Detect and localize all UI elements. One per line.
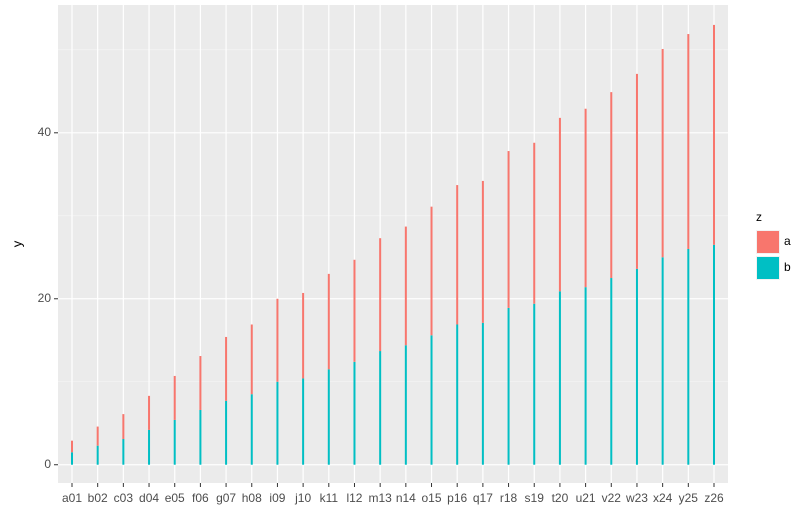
bar-segment: [610, 92, 613, 279]
bar-segment: [199, 409, 202, 465]
bar-segment: [302, 292, 305, 379]
bar-segment: [173, 375, 176, 420]
bar-segment: [584, 108, 587, 288]
bar-segment: [148, 429, 151, 465]
bar-segment: [71, 452, 73, 465]
bar-segment: [404, 345, 407, 465]
x-tick-label: w23: [625, 491, 648, 505]
legend-label: b: [784, 260, 791, 274]
x-tick-label: j10: [294, 491, 311, 505]
y-tick-label: 40: [38, 125, 52, 139]
bar-segment: [250, 394, 253, 465]
x-tick-label: c03: [114, 491, 134, 505]
panel: [58, 5, 728, 483]
bar-segment: [225, 336, 228, 401]
bar-segment: [635, 268, 638, 465]
x-tick-label: s19: [525, 491, 545, 505]
bar-segment: [481, 322, 484, 465]
y-tick-label: 20: [38, 291, 52, 305]
x-tick-label: p16: [447, 491, 467, 505]
bars: [71, 24, 715, 465]
bar-segment: [533, 142, 536, 304]
legend-swatch: [757, 257, 779, 279]
y-tick-label: 0: [44, 457, 51, 471]
bar-segment: [353, 259, 356, 362]
bar-segment: [507, 151, 510, 308]
bar-segment: [713, 244, 715, 465]
bar-segment: [533, 303, 536, 465]
bar-segment: [353, 361, 356, 465]
bar-segment: [635, 73, 638, 269]
x-tick-label: k11: [320, 491, 339, 505]
bar-segment: [379, 351, 382, 465]
x-tick-label: u21: [576, 491, 596, 505]
bar-segment: [404, 226, 407, 346]
bar-segment: [96, 426, 99, 446]
x-tick-label: e05: [165, 491, 185, 505]
x-tick-label: a01: [62, 491, 82, 505]
bar-segment: [276, 298, 279, 382]
x-tick-label: z26: [704, 491, 724, 505]
bar-segment: [379, 238, 382, 352]
bar-segment: [327, 369, 330, 465]
x-tick-label: y25: [679, 491, 699, 505]
x-tick-label: i09: [269, 491, 285, 505]
legend-swatch: [757, 231, 779, 253]
bar-segment: [199, 356, 202, 410]
bar-segment: [122, 414, 125, 440]
bar-segment: [148, 395, 151, 430]
x-tick-label: x24: [653, 491, 673, 505]
bar-segment: [276, 381, 279, 465]
bar-segment: [558, 117, 561, 292]
y-axis-label: y: [9, 240, 24, 247]
x-tick-label: f06: [192, 491, 209, 505]
bar-segment: [225, 400, 228, 465]
bar-segment: [173, 419, 176, 465]
bar-segment: [302, 378, 305, 465]
bar-segment: [661, 48, 664, 258]
x-tick-label: r18: [500, 491, 518, 505]
x-tick-label: n14: [396, 491, 416, 505]
x-tick-label: t20: [552, 491, 569, 505]
bar-segment: [661, 257, 664, 465]
bar-segment: [430, 335, 433, 465]
bar-segment: [558, 291, 561, 465]
bar-segment: [687, 248, 690, 465]
axes: 0 20 40 a01 b02 c03 d04 e05 f06 g07 h08 i09 j10 k11 l1…: [38, 125, 724, 505]
x-tick-label: b02: [88, 491, 108, 505]
x-tick-label: l12: [346, 491, 362, 505]
x-tick-label: o15: [422, 491, 442, 505]
bar-segment: [584, 287, 587, 465]
bar-segment: [327, 273, 330, 370]
bar-segment: [481, 180, 484, 323]
x-tick-label: h08: [242, 491, 262, 505]
bar-segment: [610, 278, 613, 465]
x-tick-label: m13: [368, 491, 392, 505]
bar-segment: [713, 24, 715, 245]
legend: z ab: [756, 210, 791, 280]
x-tick-label: q17: [473, 491, 493, 505]
bar-segment: [122, 439, 125, 465]
bar-segment: [250, 324, 253, 395]
bar-segment: [71, 440, 73, 453]
x-tick-label: g07: [216, 491, 236, 505]
bar-segment: [687, 34, 690, 249]
x-tick-label: d04: [139, 491, 159, 505]
bar-segment: [96, 445, 99, 465]
legend-title: z: [756, 210, 762, 224]
legend-label: a: [784, 234, 791, 248]
x-tick-label: v22: [602, 491, 622, 505]
bar-segment: [456, 324, 459, 465]
bar-segment: [456, 185, 459, 325]
bar-segment: [430, 206, 433, 336]
bar-segment: [507, 307, 510, 465]
